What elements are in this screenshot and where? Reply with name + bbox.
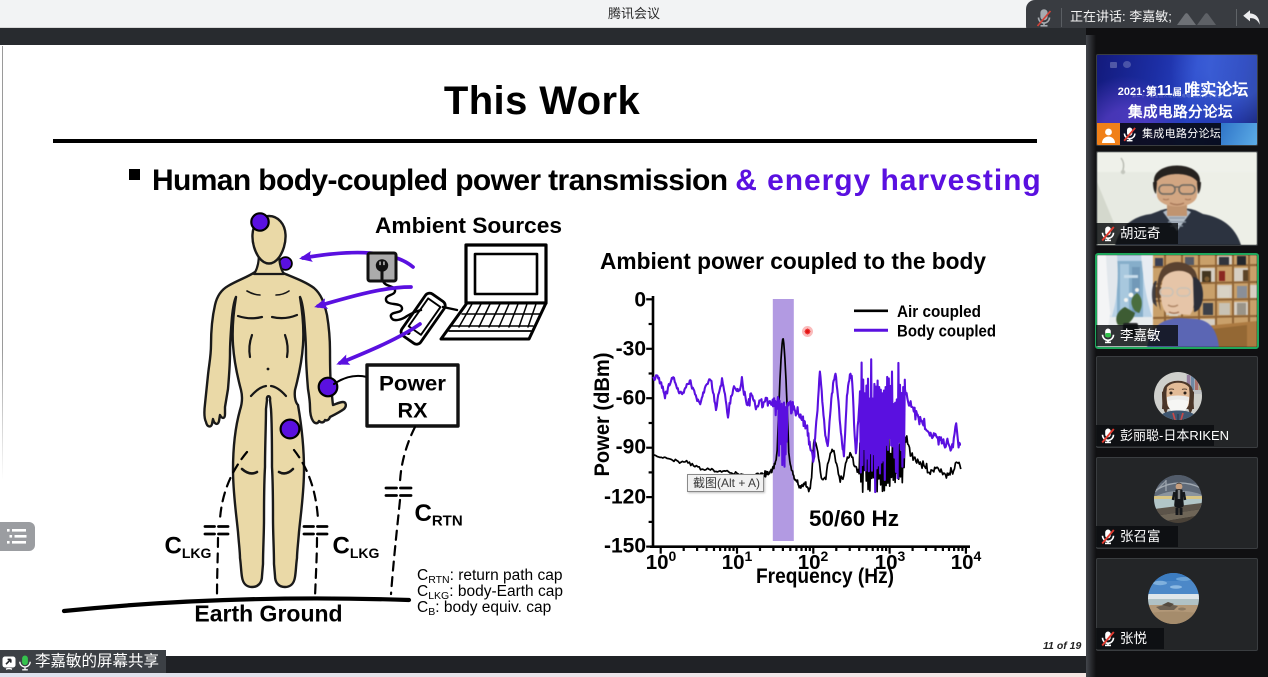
svg-text:RX: RX <box>398 400 428 423</box>
svg-text:-30: -30 <box>616 338 646 361</box>
svg-text:Body coupled: Body coupled <box>897 322 996 341</box>
svg-text:-120: -120 <box>604 486 646 509</box>
svg-text:CB: body equiv. cap: CB: body equiv. cap <box>417 599 551 618</box>
svg-text:Frequency (Hz): Frequency (Hz) <box>756 565 894 588</box>
svg-text:Power: Power <box>379 373 446 396</box>
svg-text:50/60 Hz: 50/60 Hz <box>809 506 899 531</box>
svg-text:Power (dBm): Power (dBm) <box>591 353 614 477</box>
svg-text:104: 104 <box>951 548 982 574</box>
svg-text:-150: -150 <box>604 535 646 558</box>
svg-text:CRTN: CRTN <box>415 500 463 530</box>
svg-text:-90: -90 <box>616 436 646 459</box>
svg-text:101: 101 <box>722 548 753 574</box>
svg-text:Ambient power coupled to the b: Ambient power coupled to the body <box>600 248 986 274</box>
svg-text:Earth Ground: Earth Ground <box>194 601 342 627</box>
svg-text:-60: -60 <box>616 387 646 410</box>
svg-text:CRTN: return path cap: CRTN: return path cap <box>417 567 562 586</box>
svg-text:CLKG: CLKG <box>333 533 380 562</box>
svg-text:CLKG: CLKG <box>165 533 212 562</box>
svg-text:100: 100 <box>646 548 677 574</box>
svg-text:Ambient Sources: Ambient Sources <box>375 213 562 238</box>
svg-text:CLKG: body-Earth cap: CLKG: body-Earth cap <box>417 583 563 602</box>
svg-text:102: 102 <box>798 548 829 574</box>
svg-text:0: 0 <box>634 289 646 312</box>
svg-text:Air coupled: Air coupled <box>897 302 981 321</box>
